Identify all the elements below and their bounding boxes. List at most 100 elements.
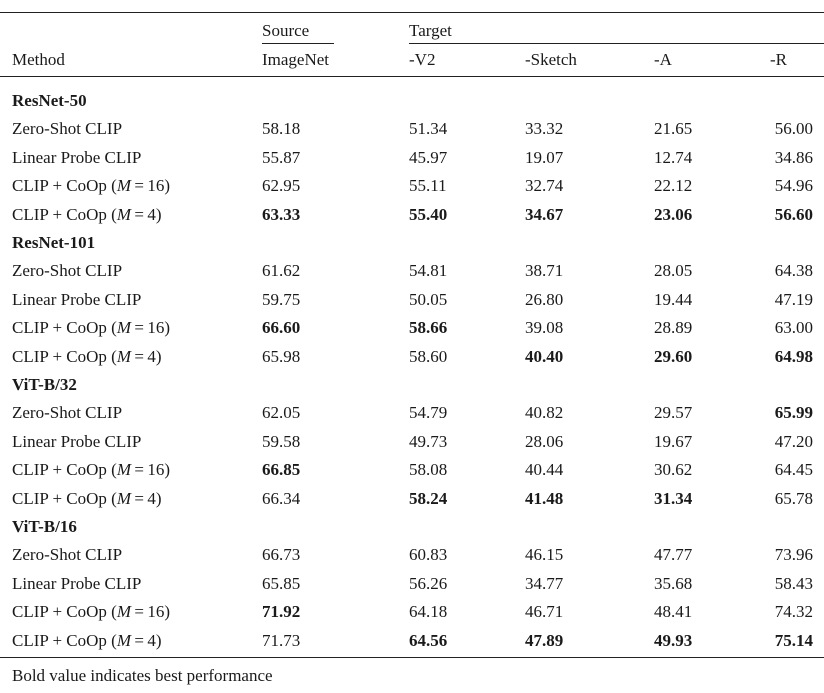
column-header-sketch: -Sketch: [525, 50, 577, 69]
footnote: Bold value indicates best performance: [12, 666, 273, 685]
table-cell: 41.48: [525, 488, 564, 508]
table-cell: 65.85: [262, 573, 301, 593]
table-cell: 62.95: [262, 176, 301, 196]
table-cell: 28.05: [654, 261, 693, 281]
table-cell: 56.60: [774, 204, 813, 224]
row-method-label: Zero-Shot CLIP: [12, 545, 123, 565]
source-group-header: Source: [262, 21, 310, 40]
table-cell: 59.75: [262, 289, 301, 309]
table-cell: 66.60: [262, 318, 301, 338]
table-cell: 30.62: [654, 460, 693, 480]
table-cell: 64.56: [409, 630, 448, 650]
table-cell: 62.05: [262, 403, 301, 423]
table-cell: 54.79: [409, 403, 448, 423]
table-cell: 71.92: [262, 602, 301, 622]
table-cell: 64.18: [409, 602, 448, 622]
column-header-a: -A: [654, 50, 672, 69]
group-header: ViT-B/16: [12, 517, 77, 536]
column-header-v2: -V2: [409, 50, 436, 69]
table-cell: 46.15: [525, 545, 564, 565]
table-cell: 54.96: [774, 176, 813, 196]
row-method-label: Zero-Shot CLIP: [12, 119, 123, 139]
table-cell: 26.80: [525, 289, 564, 309]
table-cell: 19.67: [654, 431, 693, 451]
header-rule: [0, 76, 824, 77]
row-method-label: Zero-Shot CLIP: [12, 403, 123, 423]
table-cell: 66.34: [262, 488, 301, 508]
row-method-label: CLIP + CoOp (M = 16): [12, 318, 171, 338]
table-cell: 35.68: [654, 573, 693, 593]
row-method-label: CLIP + CoOp (M = 4): [12, 630, 162, 650]
table-cell: 56.00: [774, 119, 813, 139]
column-header-r: -R: [770, 50, 787, 69]
row-method-label: Linear Probe CLIP: [12, 289, 142, 309]
table-cell: 19.44: [654, 289, 693, 309]
table-cell: 55.87: [262, 147, 301, 167]
table-cell: 32.74: [525, 176, 564, 196]
table-cell: 75.14: [774, 630, 813, 650]
table-cell: 66.73: [262, 545, 301, 565]
row-method-label: CLIP + CoOp (M = 16): [12, 460, 171, 480]
table-cell: 74.32: [774, 602, 813, 622]
table-cell: 34.86: [774, 147, 813, 167]
table-top-rule: [0, 12, 824, 13]
row-method-label: CLIP + CoOp (M = 16): [12, 602, 171, 622]
row-method-label: CLIP + CoOp (M = 4): [12, 346, 162, 366]
table-cell: 58.66: [409, 318, 448, 338]
table-cell: 29.57: [654, 403, 693, 423]
table-cell: 21.65: [654, 119, 693, 139]
table-cell: 40.82: [525, 403, 564, 423]
table-cell: 58.43: [774, 573, 813, 593]
table-cell: 40.40: [525, 346, 564, 366]
row-method-label: Zero-Shot CLIP: [12, 261, 123, 281]
table-cell: 34.67: [525, 204, 564, 224]
table-cell: 58.24: [409, 488, 448, 508]
table-cell: 49.73: [409, 431, 448, 451]
table-cell: 71.73: [262, 630, 301, 650]
table-cell: 40.44: [525, 460, 564, 480]
table-cell: 47.89: [525, 630, 564, 650]
group-header: ViT-B/32: [12, 375, 77, 394]
table-cell: 38.71: [525, 261, 564, 281]
table-cell: 61.62: [262, 261, 301, 281]
source-underline: [262, 43, 334, 44]
table-cell: 51.34: [409, 119, 448, 139]
table-cell: 63.00: [774, 318, 813, 338]
table-cell: 64.38: [774, 261, 813, 281]
table-cell: 58.60: [409, 346, 448, 366]
table-cell: 63.33: [262, 204, 301, 224]
table-cell: 39.08: [525, 318, 564, 338]
table-cell: 65.78: [774, 488, 813, 508]
table-cell: 64.45: [774, 460, 813, 480]
table-cell: 33.32: [525, 119, 564, 139]
table-cell: 28.06: [525, 431, 564, 451]
table-cell: 64.98: [774, 346, 813, 366]
column-header-imagenet: ImageNet: [262, 50, 330, 69]
row-method-label: Linear Probe CLIP: [12, 573, 142, 593]
table-cell: 65.98: [262, 346, 301, 366]
table-cell: 12.74: [654, 147, 693, 167]
table-cell: 28.89: [654, 318, 693, 338]
table-cell: 59.58: [262, 431, 301, 451]
table-cell: 66.85: [262, 460, 301, 480]
table-cell: 54.81: [409, 261, 448, 281]
table-cell: 55.11: [409, 176, 447, 196]
table-bottom-rule: [0, 657, 824, 658]
target-group-header: Target: [409, 21, 452, 40]
table-cell: 47.20: [774, 431, 813, 451]
table-cell: 23.06: [654, 204, 693, 224]
table-cell: 65.99: [774, 403, 813, 423]
group-header: ResNet-101: [12, 233, 96, 252]
table-cell: 56.26: [409, 573, 448, 593]
group-header: ResNet-50: [12, 91, 87, 110]
table-cell: 49.93: [654, 630, 693, 650]
target-underline: [409, 43, 824, 44]
table-cell: 22.12: [654, 176, 693, 196]
row-method-label: Linear Probe CLIP: [12, 147, 142, 167]
table-cell: 58.08: [409, 460, 448, 480]
table-cell: 73.96: [774, 545, 813, 565]
table-cell: 34.77: [525, 573, 564, 593]
table-cell: 60.83: [409, 545, 448, 565]
row-method-label: Linear Probe CLIP: [12, 431, 142, 451]
row-method-label: CLIP + CoOp (M = 4): [12, 488, 162, 508]
